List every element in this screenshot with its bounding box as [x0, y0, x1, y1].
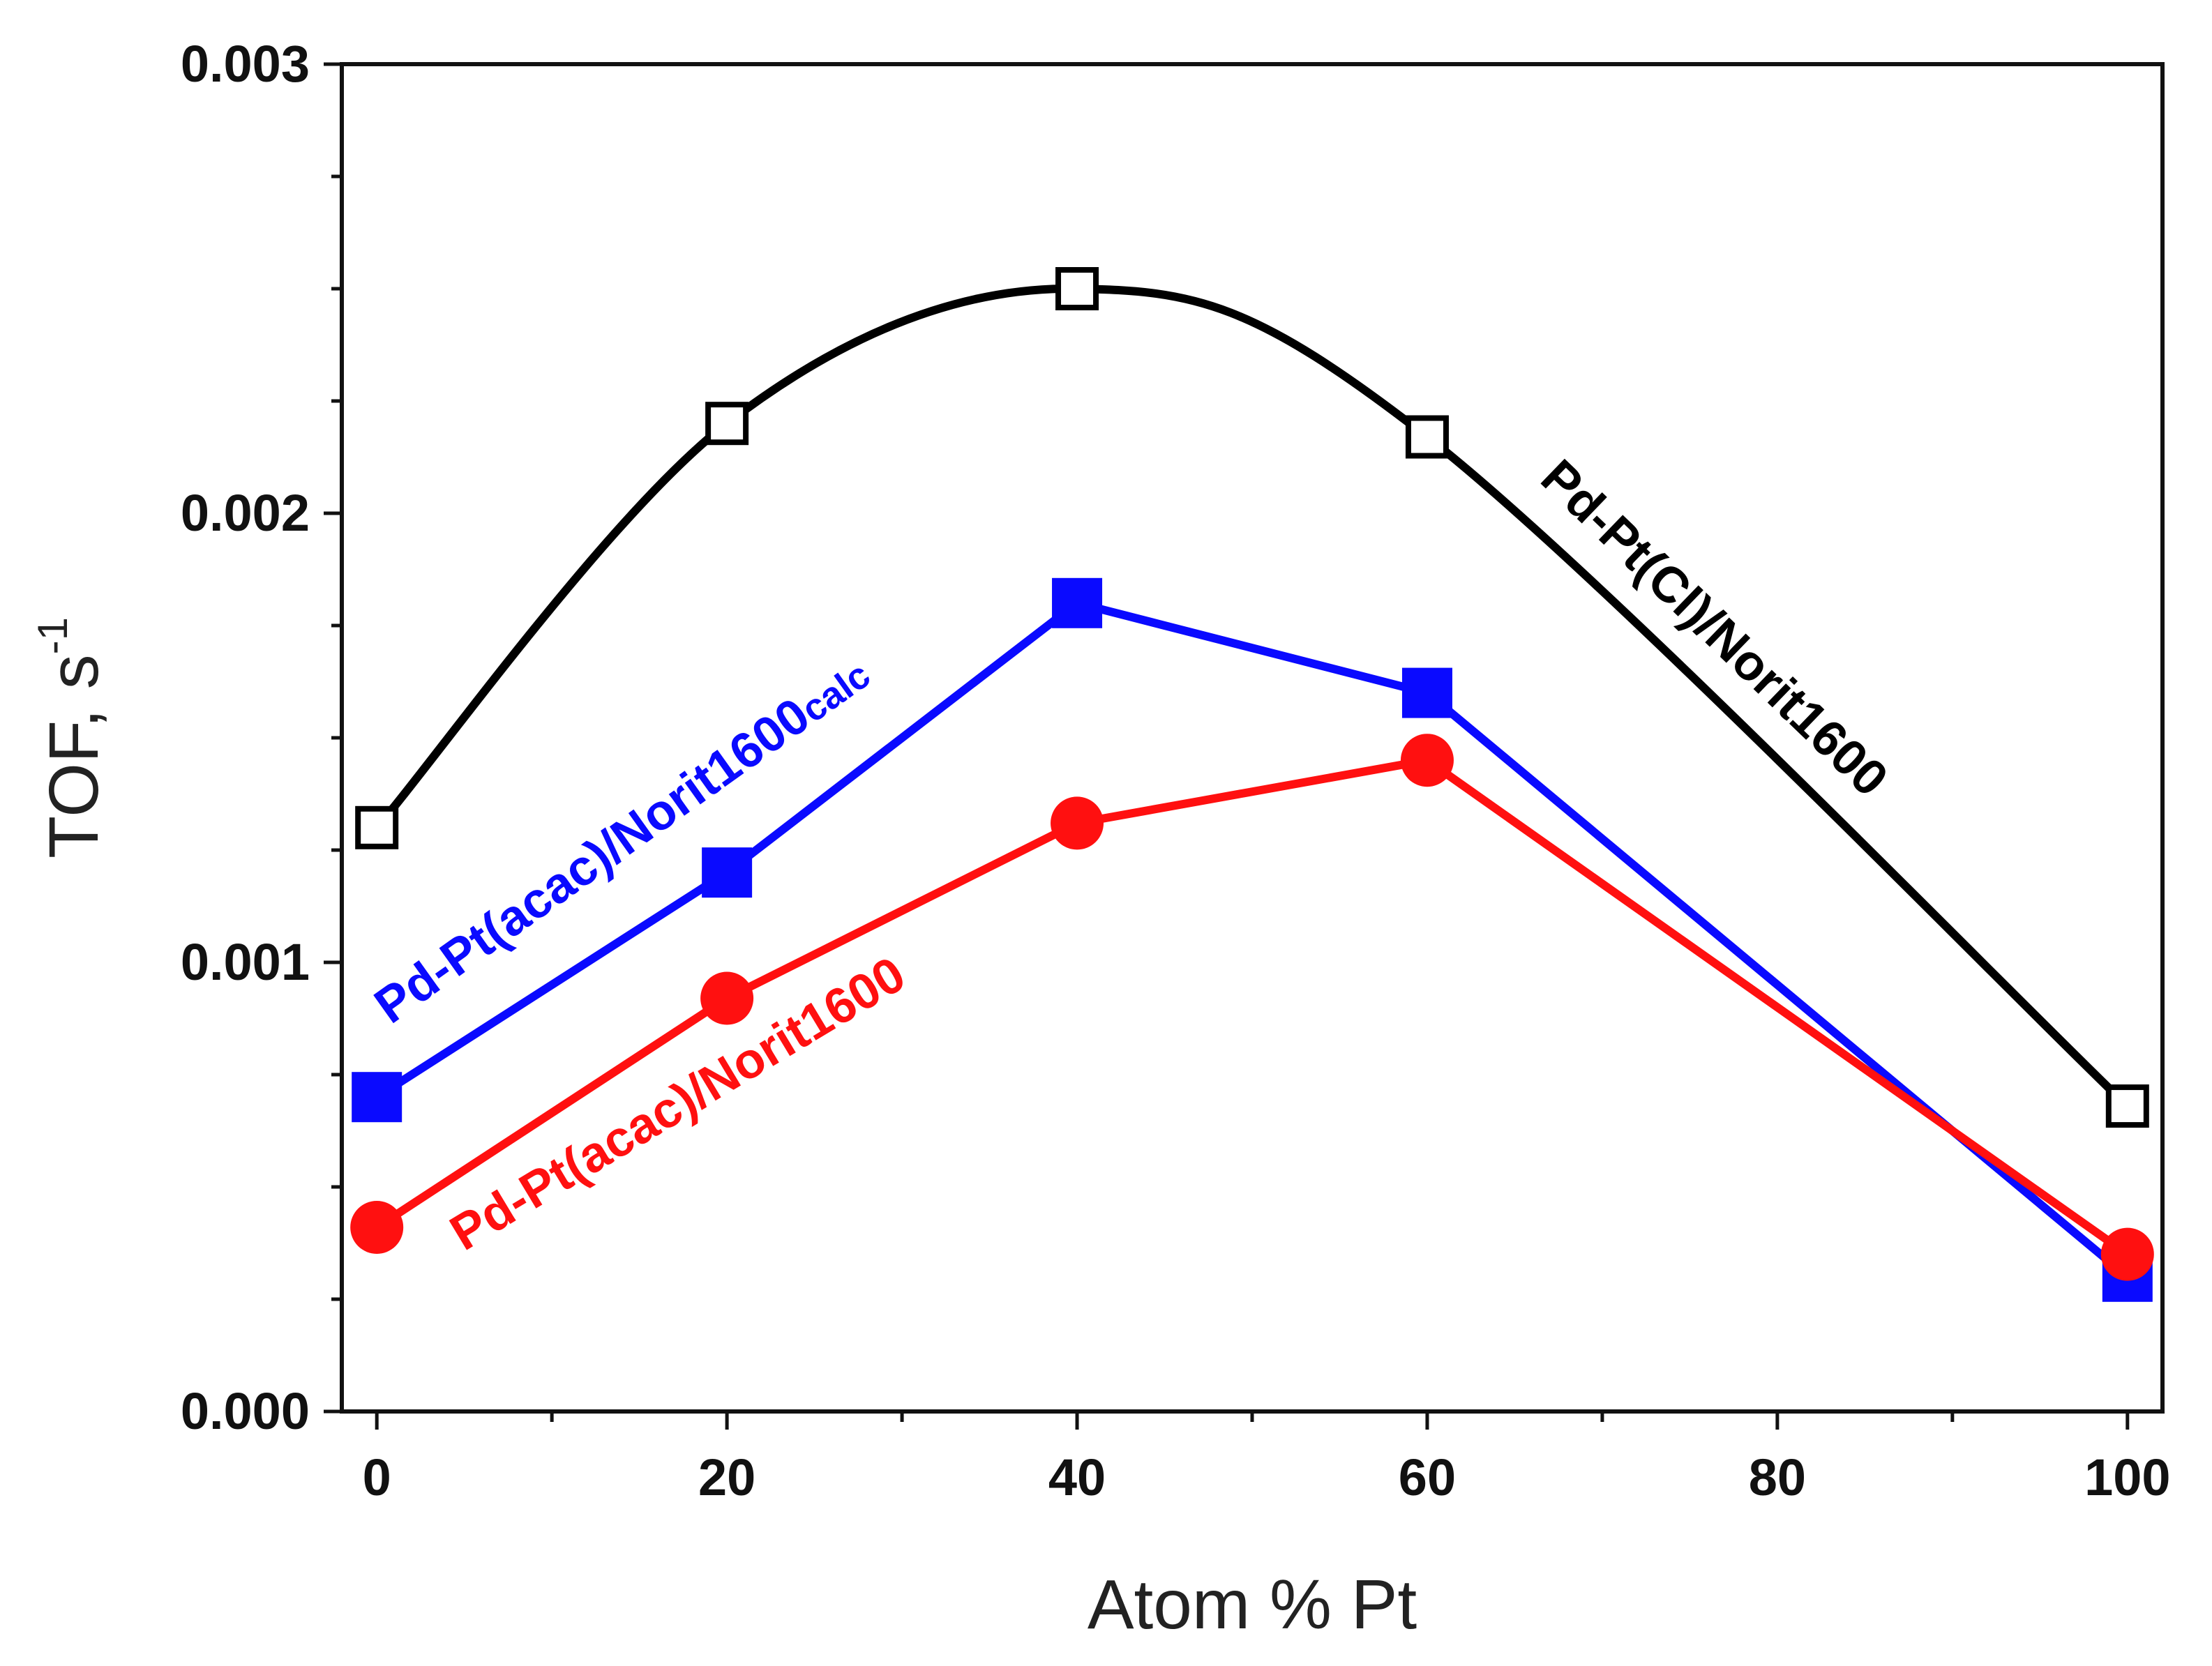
series-label-acac: Pd-Pt(acac)/Norit1600: [441, 946, 915, 1262]
y-tick-label: 0.001: [181, 933, 310, 991]
y-axis-title-main: TOF, s: [35, 654, 113, 858]
y-tick-label: 0.000: [181, 1382, 310, 1440]
series-markers: [350, 267, 2154, 1302]
data-point-filled-circle: [1400, 734, 1454, 787]
data-point-filled-circle: [700, 971, 754, 1025]
series-line-1: [374, 598, 2130, 1280]
data-point-filled-circle: [2100, 1227, 2154, 1281]
x-tick-label: 100: [2084, 1448, 2170, 1506]
data-point-filled-square: [1052, 577, 1103, 628]
series-label-red: Pd-Pt(acac)/Norit1600: [441, 946, 915, 1262]
data-point-open-square: [2105, 1084, 2149, 1128]
x-tick-label: 40: [1048, 1448, 1106, 1506]
y-tick-label: 0.002: [181, 484, 310, 542]
data-point-filled-square: [1401, 667, 1452, 718]
data-point-filled-square: [702, 847, 753, 898]
x-axis-ticks: 0 20 40 60 80 100: [363, 1411, 2171, 1506]
y-axis-ticks: 0.000 0.001 0.002 0.003: [181, 35, 342, 1440]
data-point-filled-circle: [350, 1200, 404, 1254]
series-label-blue: Pd-Pt(acac)/Norit1600calc: [365, 645, 880, 1034]
series-label-black: Pd-Pt(Cl)/Norit1600: [1530, 449, 1899, 807]
y-axis-title: TOF, s-1: [29, 617, 113, 858]
x-tick-label: 60: [1399, 1448, 1456, 1506]
x-tick-label: 80: [1749, 1448, 1806, 1506]
series-line-0: [373, 284, 2130, 1110]
data-point-open-square: [1405, 415, 1449, 459]
data-point-filled-circle: [1051, 796, 1104, 850]
x-tick-label: 0: [363, 1448, 391, 1506]
x-tick-label: 20: [698, 1448, 755, 1506]
data-point-open-square: [1055, 267, 1099, 310]
data-point-open-square: [705, 402, 749, 446]
series-label-acac-calc: Pd-Pt(acac)/Norit1600calc: [365, 645, 880, 1034]
data-point-open-square: [355, 805, 399, 849]
series-label-cl-norit: Pd-Pt(Cl)/Norit1600: [1530, 449, 1899, 807]
y-axis-title-superscript: -1: [29, 617, 76, 654]
plot-frame: [340, 62, 2165, 1414]
x-axis-title: Atom % Pt: [1088, 1566, 1417, 1644]
y-tick-label: 0.003: [181, 35, 310, 93]
data-point-filled-square: [352, 1072, 402, 1123]
